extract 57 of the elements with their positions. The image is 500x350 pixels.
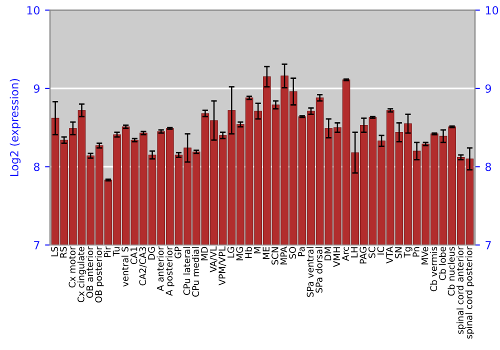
x-tick-label: Tg <box>404 247 412 258</box>
x-tick-label: SPa dorsal <box>315 247 322 293</box>
x-tick-label: Cx cingulate <box>77 246 86 302</box>
x-tick-label: PAG <box>360 247 367 264</box>
x-tick-label: SPa ventral <box>306 247 314 297</box>
x-tick-label: Cb nucleus <box>448 246 455 296</box>
x-tick-label: DM <box>324 247 332 260</box>
y2-tick-label: 9 <box>485 84 492 93</box>
x-tick-label: Cb lobe <box>438 246 446 280</box>
x-tick-label: M <box>254 247 261 254</box>
x-tick-label: MD <box>201 246 208 260</box>
x-tick-label: MPA <box>280 246 288 264</box>
x-tick-label: MVe <box>422 246 428 264</box>
y-tick-label: 10 <box>27 6 40 15</box>
x-tick-label: SN <box>394 247 402 258</box>
y-tick-label: 7 <box>34 241 40 250</box>
x-tick-label: VMH <box>333 247 340 268</box>
x-tick-label: Pa <box>298 247 305 256</box>
x-tick-label: Pn <box>412 247 420 257</box>
x-tick-label: Hb <box>244 246 252 258</box>
x-tick-label: Arc <box>342 246 349 261</box>
x-tick-label: RS <box>60 246 67 258</box>
y-tick-label: 9 <box>34 84 40 93</box>
x-tick-label: GP <box>174 246 182 258</box>
x-tick-label: Cb vermis <box>430 246 438 292</box>
x-tick-label: CPu lateral <box>183 247 190 295</box>
x-tick-label: IC <box>377 246 384 254</box>
y2-tick-label: 8 <box>485 162 492 172</box>
x-tick-label: MG <box>236 247 244 260</box>
x-tick-label: CPu medial <box>192 247 199 297</box>
x-tick-label: CA2/CA3 <box>139 247 147 286</box>
x-tick-label: spinal cord posterior <box>465 246 474 339</box>
x-tick-label: ME <box>262 246 270 259</box>
x-tick-label: OB anterior <box>86 246 94 298</box>
y-tick-label: 8 <box>34 162 40 172</box>
x-tick-label: SC <box>368 246 376 258</box>
y-axis-title: Log2 (expression) <box>10 79 21 176</box>
y2-tick-label: 7 <box>486 241 491 250</box>
y2-tick-label: 10 <box>486 6 498 15</box>
x-tick-label: ventral S <box>121 246 128 287</box>
x-tick-label: SO <box>289 246 296 259</box>
x-tick-label: LG <box>227 247 234 258</box>
x-tick-label: Pir <box>104 246 111 257</box>
x-tick-label: OB posterior <box>95 246 104 303</box>
x-tick-label: spinal cord anterior <box>456 246 466 334</box>
x-tick-label: LS <box>51 246 58 256</box>
x-tick-label: VA/VL <box>210 246 218 272</box>
x-tick-label: LH <box>350 247 358 258</box>
x-tick-label: Cx motor <box>68 246 76 288</box>
x-tick-label: A posterior <box>166 246 174 296</box>
x-tick-label: VTA <box>386 246 393 264</box>
x-tick-label: SCN <box>272 247 278 265</box>
x-tick-label: A anterior <box>156 246 164 292</box>
x-tick-label: DG <box>148 247 155 260</box>
x-tick-label: Tu <box>112 247 120 256</box>
x-tick-label: CA1 <box>130 247 138 264</box>
x-tick-label: VPM/VPL <box>218 246 226 286</box>
